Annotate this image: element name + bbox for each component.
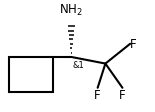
Text: NH$_2$: NH$_2$ — [59, 3, 83, 18]
Text: F: F — [130, 38, 137, 51]
Text: F: F — [94, 88, 101, 101]
Text: &1: &1 — [73, 61, 85, 70]
Text: F: F — [119, 88, 126, 101]
